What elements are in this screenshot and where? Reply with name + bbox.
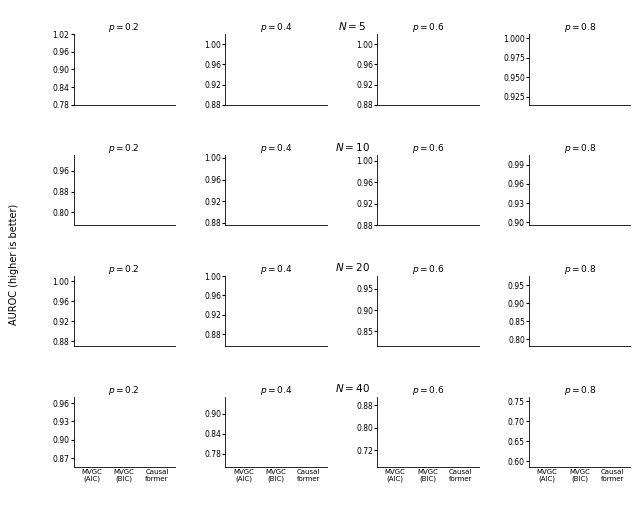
- Title: $p = 0.2$: $p = 0.2$: [108, 21, 140, 34]
- Title: $p = 0.6$: $p = 0.6$: [412, 263, 444, 276]
- Title: $p = 0.8$: $p = 0.8$: [564, 21, 596, 34]
- Title: $p = 0.2$: $p = 0.2$: [108, 384, 140, 397]
- Text: $N = 20$: $N = 20$: [335, 261, 369, 274]
- Title: $p = 0.4$: $p = 0.4$: [260, 384, 292, 397]
- Title: $p = 0.8$: $p = 0.8$: [564, 384, 596, 397]
- Title: $p = 0.4$: $p = 0.4$: [260, 142, 292, 155]
- Text: AUROC (higher is better): AUROC (higher is better): [9, 203, 19, 325]
- Title: $p = 0.2$: $p = 0.2$: [108, 142, 140, 155]
- Title: $p = 0.4$: $p = 0.4$: [260, 263, 292, 276]
- Title: $p = 0.8$: $p = 0.8$: [564, 263, 596, 276]
- Title: $p = 0.8$: $p = 0.8$: [564, 142, 596, 155]
- Title: $p = 0.6$: $p = 0.6$: [412, 142, 444, 155]
- Title: $p = 0.4$: $p = 0.4$: [260, 21, 292, 34]
- Title: $p = 0.2$: $p = 0.2$: [108, 263, 140, 276]
- Text: $N = 10$: $N = 10$: [335, 140, 369, 153]
- Title: $p = 0.6$: $p = 0.6$: [412, 21, 444, 34]
- Text: $N = 5$: $N = 5$: [338, 20, 366, 32]
- Title: $p = 0.6$: $p = 0.6$: [412, 384, 444, 397]
- Text: $N = 40$: $N = 40$: [335, 382, 369, 394]
